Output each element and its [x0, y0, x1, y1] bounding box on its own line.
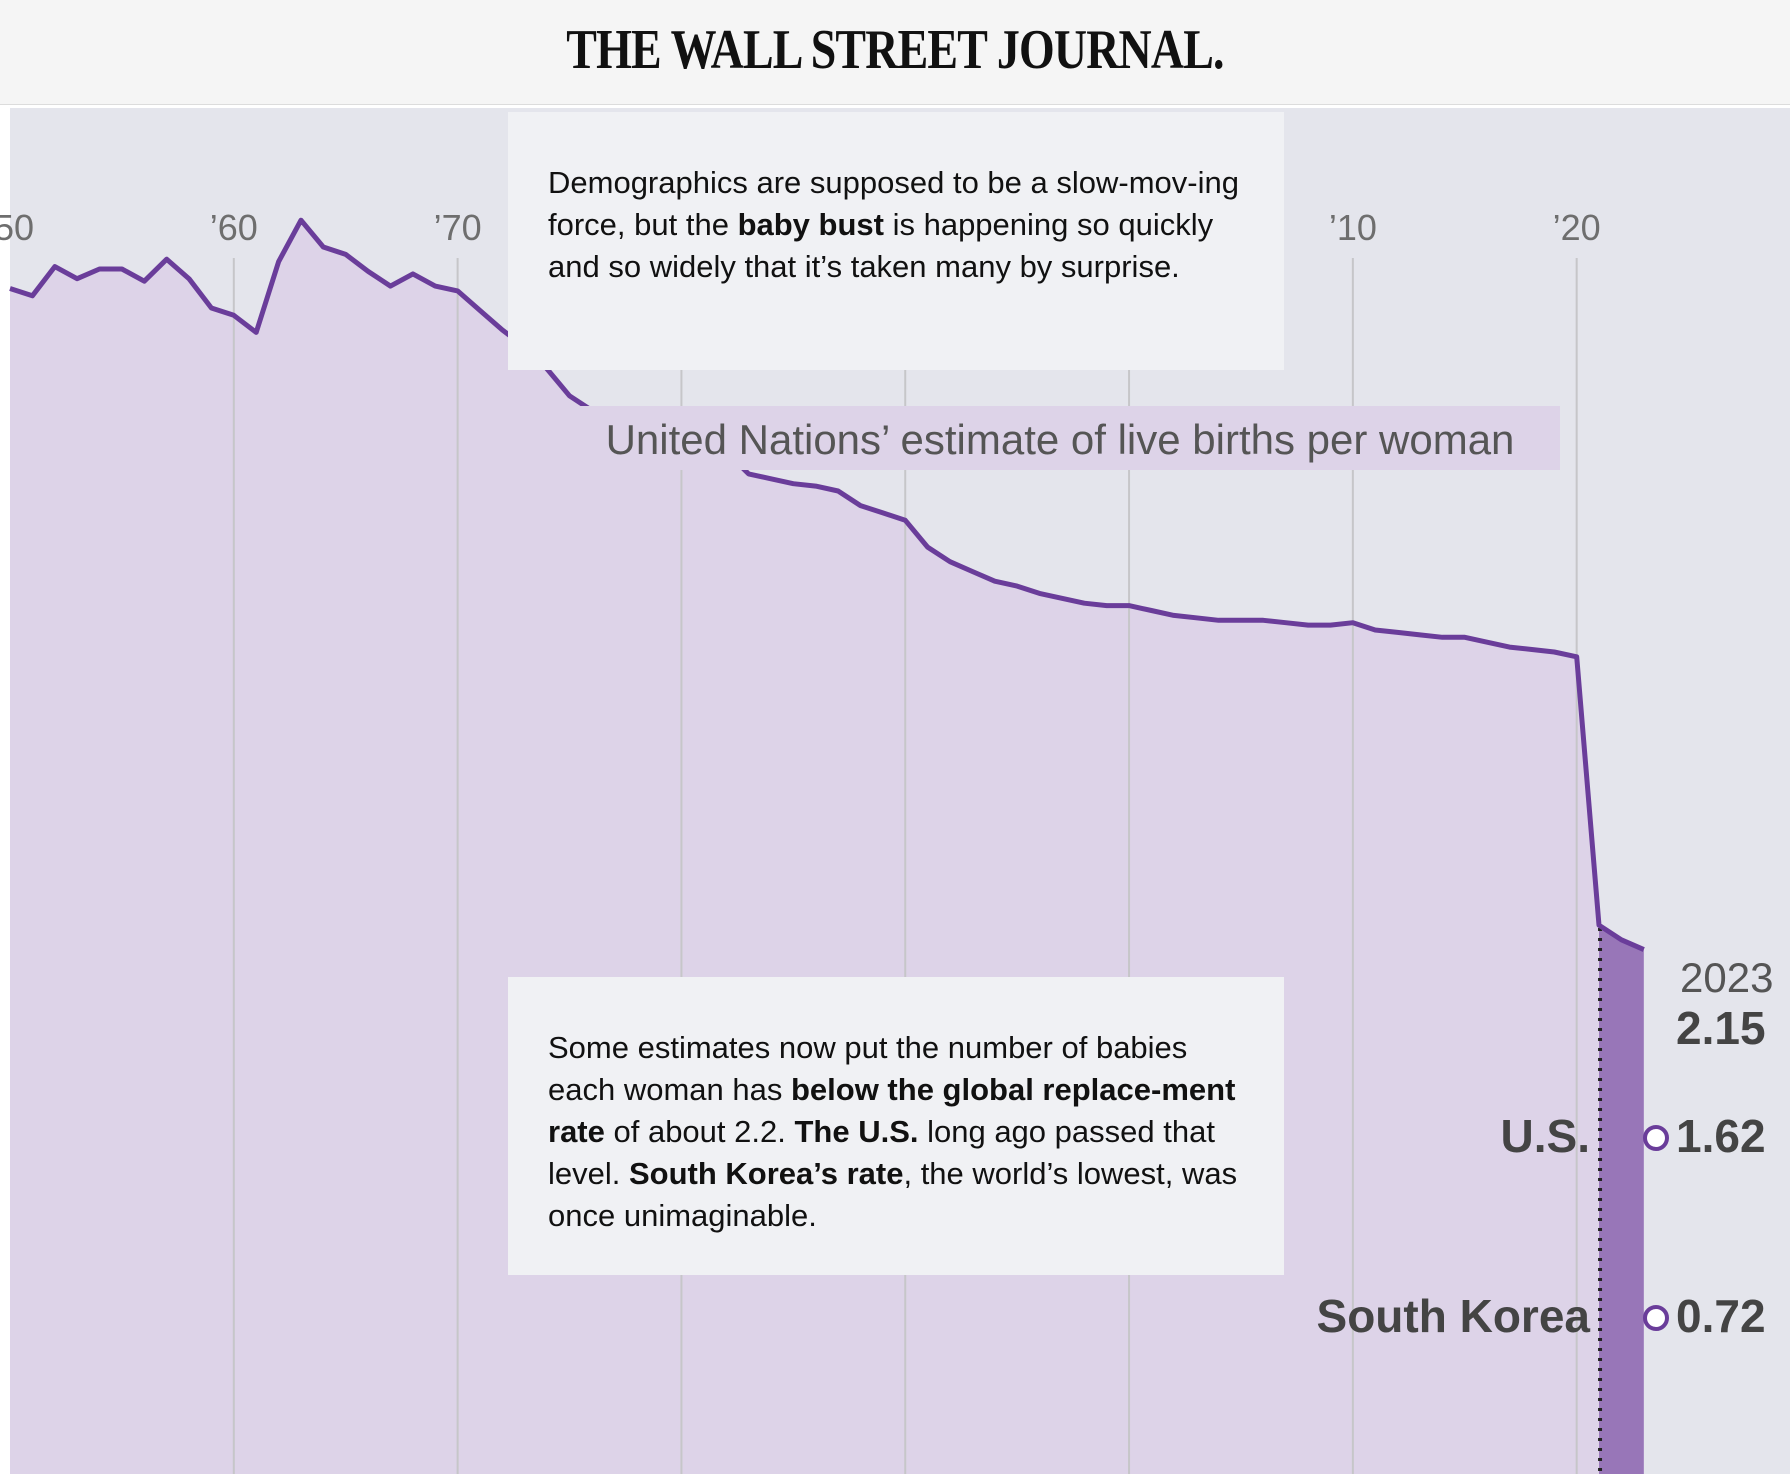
annotation-text-top: Demographics are supposed to be a slow-m… [548, 165, 1239, 284]
annotation-bold-phrase: The U.S. [794, 1114, 919, 1149]
end-name-1: U.S. [1501, 1110, 1590, 1162]
subtitle-knockout [560, 406, 1560, 470]
masthead-title: THE WALL STREET JOURNAL. [566, 19, 1224, 81]
annotation-phrase: long ago passed that level. [548, 1114, 1215, 1191]
annotation-text-bottom: Some estimates now put the number of bab… [548, 1030, 1237, 1233]
x-tick-1950: ’50 [0, 207, 34, 248]
end-name-2: South Korea [1317, 1290, 1591, 1342]
x-tick-1970: ’70 [434, 207, 482, 248]
annotation-bold-phrase: baby bust [737, 207, 884, 242]
end-marker-2 [1643, 1305, 1669, 1331]
series-line-world [9, 217, 1645, 952]
annotation-box-top: Demographics are supposed to be a slow-m… [508, 112, 1284, 370]
end-value-1: 1.62 [1676, 1110, 1766, 1162]
annotation-phrase: is happening so quickly and so widely th… [548, 207, 1214, 284]
annotation-phrase: Some estimates now put the number of bab… [548, 1030, 1188, 1107]
x-tick-2020: ’20 [1553, 207, 1601, 248]
chart-subtitle: United Nations’ estimate of live births … [606, 416, 1515, 463]
annotation-bold-phrase: below the global replace-ment rate [548, 1072, 1236, 1149]
x-tick-2010: ’10 [1329, 207, 1377, 248]
x-tick-1960: ’60 [210, 207, 258, 248]
latest-year-band [1599, 925, 1644, 1474]
annotation-phrase: Demographics are supposed to be a slow-m… [548, 165, 1239, 242]
annotation-box-bottom: Some estimates now put the number of bab… [508, 977, 1284, 1275]
end-value-2: 0.72 [1676, 1290, 1766, 1342]
annotation-bold-phrase: South Korea’s rate [628, 1156, 904, 1191]
annotation-phrase: of about 2.2. [604, 1114, 795, 1149]
annotation-phrase: , the world’s lowest, was once unimagina… [548, 1156, 1238, 1233]
end-year-label: 2023 [1680, 954, 1773, 1001]
masthead: THE WALL STREET JOURNAL. [0, 0, 1790, 105]
end-value-0: 2.15 [1676, 1002, 1766, 1054]
end-marker-1 [1643, 1125, 1669, 1151]
